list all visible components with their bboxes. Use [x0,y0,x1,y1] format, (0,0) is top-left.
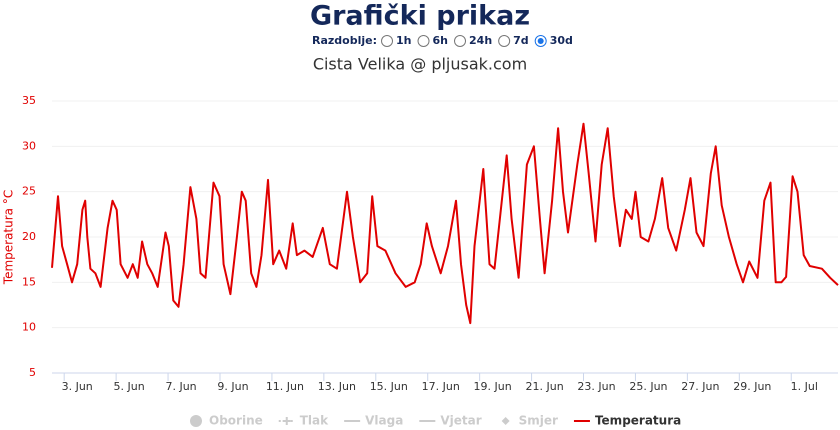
x-tick-label: 29. Jun [733,380,771,393]
x-tick-label: 27. Jun [681,380,719,393]
chart-title: Grafički prikaz [310,1,530,32]
x-tick-label: 7. Jun [165,380,196,393]
radio-button[interactable] [498,35,511,47]
x-tick-label: 9. Jun [217,380,248,393]
period-label: Razdoblje: [312,34,377,47]
legend-icon [501,417,510,425]
legend-icon [282,417,291,425]
period-option[interactable]: 1h [396,34,412,47]
temperature-line [51,122,839,325]
x-tick-label: 13. Jun [318,380,356,393]
x-tick-label: 17. Jun [422,380,460,393]
y-axis-label: Temperatura °C [2,190,16,285]
legend-label[interactable]: Vlaga [365,414,403,428]
x-tick-label: 5. Jun [114,380,145,393]
radio-button[interactable] [381,35,394,47]
y-tick-label: 35 [22,94,36,107]
legend-label[interactable]: Tlak [300,414,329,428]
x-tick-label: 11. Jun [266,380,304,393]
radio-dot [537,38,544,44]
y-tick-label: 15 [22,275,36,288]
legend-label[interactable]: Smjer [519,414,558,428]
radio-button[interactable] [417,35,430,47]
y-tick-label: 5 [29,366,36,379]
x-tick-label: 23. Jun [577,380,615,393]
period-option[interactable]: 7d [513,34,529,47]
radio-button[interactable] [454,35,467,47]
y-tick-label: 20 [22,230,36,243]
x-tick-label: 25. Jun [629,380,667,393]
legend-label[interactable]: Temperatura [595,414,681,428]
chart-subtitle: Cista Velika @ pljusak.com [313,55,527,74]
y-tick-label: 30 [22,139,36,152]
legend-icon [190,415,202,427]
period-option[interactable]: 30d [550,34,573,47]
x-tick-label: 21. Jun [525,380,563,393]
x-tick-label: 3. Jun [62,380,93,393]
x-tick-label: 19. Jun [474,380,512,393]
legend-label[interactable]: Vjetar [440,414,481,428]
x-tick-label: 15. Jun [370,380,408,393]
y-tick-label: 10 [22,321,36,334]
y-tick-label: 25 [22,185,36,198]
legend-label[interactable]: Oborine [209,414,263,428]
period-option[interactable]: 24h [469,34,492,47]
period-option[interactable]: 6h [433,34,449,47]
x-tick-label: 1. Jul [791,380,818,393]
